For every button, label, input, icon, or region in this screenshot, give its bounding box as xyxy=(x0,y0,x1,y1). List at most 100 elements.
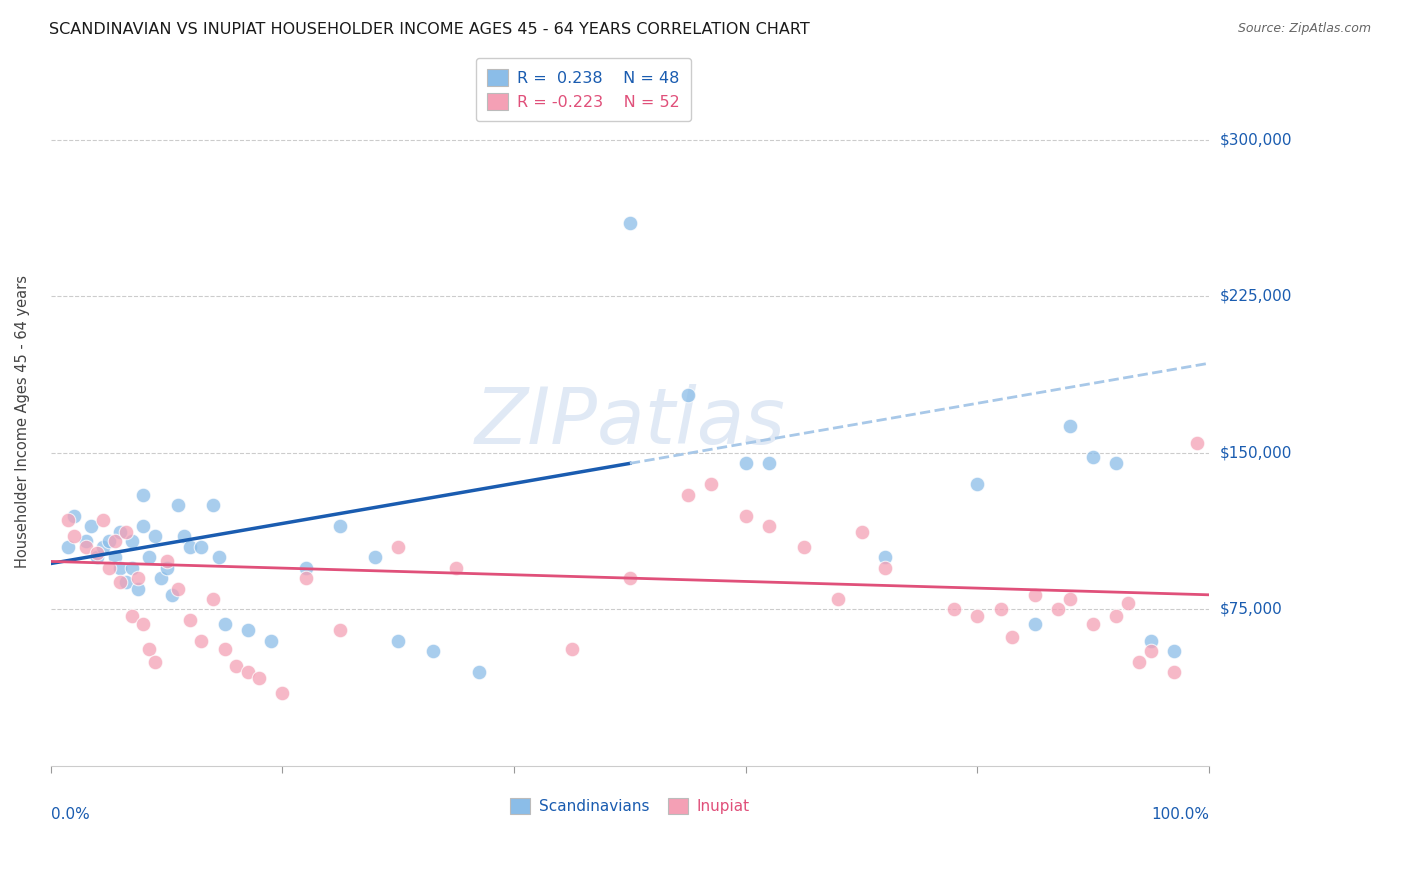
Point xyxy=(156,554,179,568)
Point xyxy=(793,540,815,554)
Point xyxy=(1059,418,1081,433)
Point xyxy=(236,665,259,679)
Point xyxy=(127,582,149,596)
Point xyxy=(758,519,780,533)
Point xyxy=(1024,617,1046,632)
Point xyxy=(329,624,352,638)
Point xyxy=(422,644,444,658)
Point xyxy=(619,571,641,585)
Point xyxy=(110,575,132,590)
Text: $225,000: $225,000 xyxy=(1220,289,1292,304)
Point xyxy=(173,529,195,543)
Point xyxy=(1163,644,1185,658)
Text: ZIPatlas: ZIPatlas xyxy=(474,384,786,459)
Point xyxy=(138,550,160,565)
Point xyxy=(1059,591,1081,606)
Point xyxy=(63,508,86,523)
Point xyxy=(97,533,120,548)
Point xyxy=(873,560,896,574)
Point xyxy=(1128,655,1150,669)
Point xyxy=(214,642,236,657)
Point xyxy=(132,519,155,533)
Point xyxy=(143,655,166,669)
Point xyxy=(468,665,491,679)
Point xyxy=(734,456,756,470)
Point xyxy=(143,529,166,543)
Point xyxy=(561,642,583,657)
Point xyxy=(990,602,1012,616)
Point xyxy=(943,602,966,616)
Point xyxy=(619,217,641,231)
Point xyxy=(236,624,259,638)
Text: 100.0%: 100.0% xyxy=(1152,807,1209,822)
Point xyxy=(873,550,896,565)
Point xyxy=(387,540,409,554)
Point xyxy=(1163,665,1185,679)
Point xyxy=(91,540,114,554)
Point xyxy=(190,540,212,554)
Legend: Scandinavians, Inupiat: Scandinavians, Inupiat xyxy=(501,789,759,823)
Point xyxy=(167,582,190,596)
Point xyxy=(91,513,114,527)
Point xyxy=(208,550,231,565)
Point xyxy=(127,571,149,585)
Point xyxy=(156,560,179,574)
Point xyxy=(387,633,409,648)
Point xyxy=(190,633,212,648)
Point xyxy=(201,591,224,606)
Point xyxy=(1105,456,1128,470)
Point xyxy=(179,540,201,554)
Point xyxy=(179,613,201,627)
Point xyxy=(260,633,283,648)
Point xyxy=(294,571,316,585)
Point xyxy=(271,686,294,700)
Point xyxy=(676,387,699,401)
Point xyxy=(225,658,247,673)
Text: 0.0%: 0.0% xyxy=(51,807,90,822)
Point xyxy=(75,533,97,548)
Point xyxy=(1024,588,1046,602)
Point xyxy=(676,488,699,502)
Point xyxy=(115,575,138,590)
Point xyxy=(1140,644,1163,658)
Point xyxy=(1001,630,1024,644)
Point xyxy=(138,642,160,657)
Point xyxy=(1140,633,1163,648)
Point xyxy=(149,571,172,585)
Point xyxy=(167,498,190,512)
Point xyxy=(329,519,352,533)
Point xyxy=(294,560,316,574)
Point xyxy=(103,533,125,548)
Point xyxy=(966,477,988,491)
Text: $300,000: $300,000 xyxy=(1220,133,1292,147)
Point xyxy=(103,550,125,565)
Point xyxy=(1116,596,1139,610)
Point xyxy=(827,591,849,606)
Point xyxy=(115,525,138,540)
Point xyxy=(162,588,184,602)
Point xyxy=(132,488,155,502)
Text: Source: ZipAtlas.com: Source: ZipAtlas.com xyxy=(1237,22,1371,36)
Point xyxy=(734,508,756,523)
Point xyxy=(86,546,108,560)
Point xyxy=(121,533,143,548)
Point xyxy=(97,560,120,574)
Point xyxy=(247,671,270,685)
Point xyxy=(58,540,80,554)
Point xyxy=(966,608,988,623)
Point xyxy=(1047,602,1070,616)
Point xyxy=(758,456,780,470)
Y-axis label: Householder Income Ages 45 - 64 years: Householder Income Ages 45 - 64 years xyxy=(15,275,30,568)
Text: SCANDINAVIAN VS INUPIAT HOUSEHOLDER INCOME AGES 45 - 64 YEARS CORRELATION CHART: SCANDINAVIAN VS INUPIAT HOUSEHOLDER INCO… xyxy=(49,22,810,37)
Point xyxy=(80,519,103,533)
Point xyxy=(201,498,224,512)
Point xyxy=(86,550,108,565)
Point xyxy=(110,525,132,540)
Point xyxy=(851,525,873,540)
Point xyxy=(1105,608,1128,623)
Point xyxy=(1081,450,1104,464)
Point xyxy=(132,617,155,632)
Point xyxy=(364,550,387,565)
Point xyxy=(110,560,132,574)
Text: $75,000: $75,000 xyxy=(1220,602,1282,617)
